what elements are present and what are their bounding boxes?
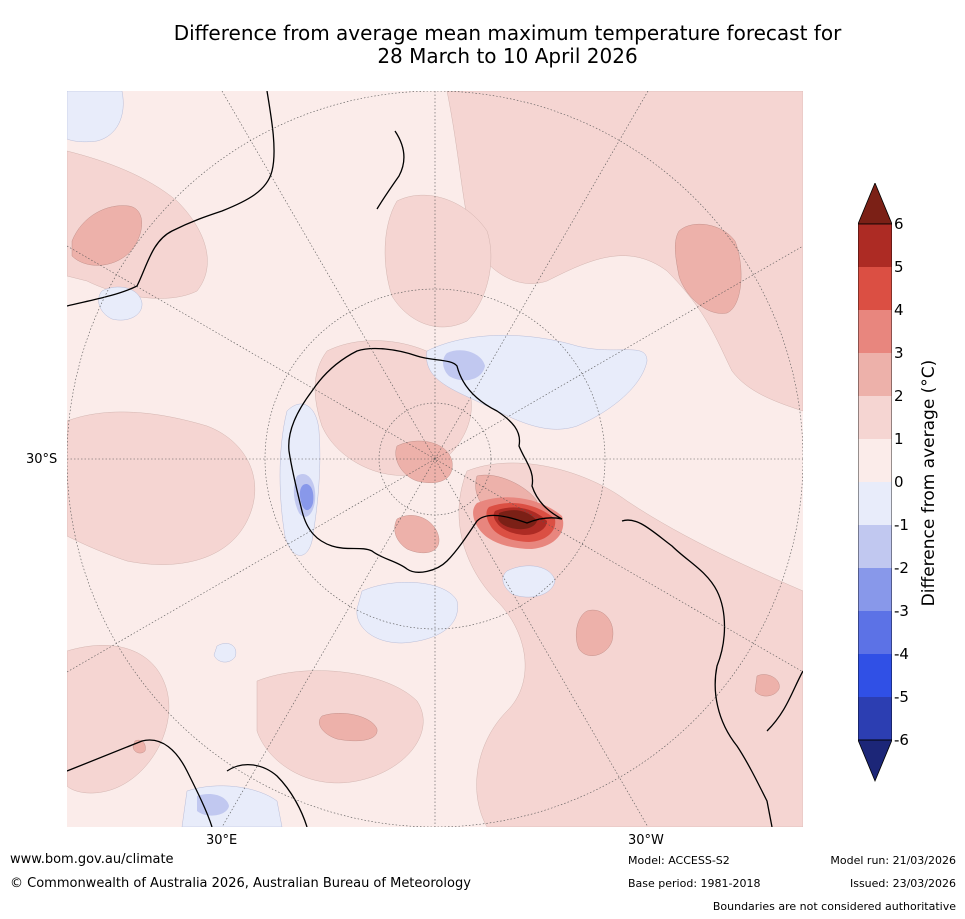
colorbar-segment-minus6-to-minus5 [858,697,892,740]
title-line-1: Difference from average mean maximum tem… [173,21,842,45]
title-line-2: 28 March to 10 April 2026 [377,44,638,68]
longitude-label-30w: 30°W [628,833,664,848]
colorbar-segment-3-to-4 [858,310,892,353]
footer-issued: Issued: 23/03/2026 [849,877,956,890]
colorbar-title: Difference from average (°C) [919,359,939,607]
anomaly-region [502,565,556,598]
colorbar-segment-5-to-6 [858,224,892,267]
anomaly-region [576,609,614,656]
colorbar-segment-minus5-to-minus4 [858,654,892,697]
colorbar-tick-5: 5 [894,258,904,276]
anomaly-1-to-2-regions [67,91,803,827]
colorbar-tick-6: 6 [894,215,904,233]
coastline-south-america-east [766,670,803,732]
footer-model: Model: ACCESS-S2 [628,854,730,867]
map-panel[interactable] [67,91,803,827]
graticule [67,91,803,827]
colorbar-segment-minus2-to-minus1 [858,525,892,568]
latitude-circle [264,288,606,630]
coastline-africa [67,739,213,827]
latitude-label-30s: 30°S [26,452,58,467]
colorbar-tick-minus6: -6 [894,731,909,749]
colorbar-segment-minus4-to-minus3 [858,611,892,654]
colorbar-tick-minus3: -3 [894,602,909,620]
colorbar-tick-minus4: -4 [894,645,909,663]
anomaly-region [754,674,780,697]
chart-title: Difference from average mean maximum tem… [0,22,965,68]
colorbar-tick-minus1: -1 [894,516,909,534]
anomaly-minus3-to-minus2-region [299,483,314,511]
anomaly-region [394,515,440,554]
colorbar-segment-0-to-1 [858,439,892,482]
anomaly-region [426,335,648,430]
colorbar-under-triangle [858,739,892,783]
anomaly-region [319,713,378,742]
colorbar-segment-minus1-to-0 [858,482,892,525]
longitude-label-30e: 30°E [206,833,238,848]
colorbar-tick-3: 3 [894,344,904,362]
anomaly-region [67,411,256,565]
anomaly-region [384,194,492,328]
coastline-madagascar [226,764,308,827]
colorbar-tick-0: 0 [894,473,904,491]
colorbar-tick-1: 1 [894,430,904,448]
anomaly-region [71,205,142,266]
colorbar-tick-4: 4 [894,301,904,319]
anomaly-region [213,643,237,663]
colorbar-tick-2: 2 [894,387,904,405]
anomaly-region [67,91,124,143]
colorbar-segment-1-to-2 [858,396,892,439]
anomaly-region [458,462,803,827]
colorbar-segment-4-to-5 [858,267,892,310]
coastline-australia [67,91,275,307]
colorbar-tick-minus2: -2 [894,559,909,577]
footer-website[interactable]: www.bom.gov.au/climate [10,852,174,867]
anomaly-region [395,440,453,483]
footer-base-period: Base period: 1981-2018 [628,877,761,890]
footer-copyright: © Commonwealth of Australia 2026, Austra… [10,876,471,891]
colorbar-tick-minus5: -5 [894,688,909,706]
coastlines [67,91,803,827]
colorbar-outline [858,223,892,741]
colorbar-segment-2-to-3 [858,353,892,396]
anomaly-2-to-3-regions [71,205,780,754]
coastline-new-zealand [376,130,405,210]
footer-model-run: Model run: 21/03/2026 [830,854,956,867]
anomaly-map [67,91,803,827]
anomaly-region [356,582,458,644]
footer-disclaimer: Boundaries are not considered authoritat… [712,900,956,913]
colorbar-over-triangle [858,183,892,225]
coastline-south-america [621,519,773,827]
colorbar [858,183,892,783]
anomaly-region [67,645,170,794]
colorbar-segment-minus3-to-minus2 [858,568,892,611]
warm-hotspot [473,497,564,549]
anomaly-region [443,350,485,381]
coastline-antarctica [288,347,563,573]
